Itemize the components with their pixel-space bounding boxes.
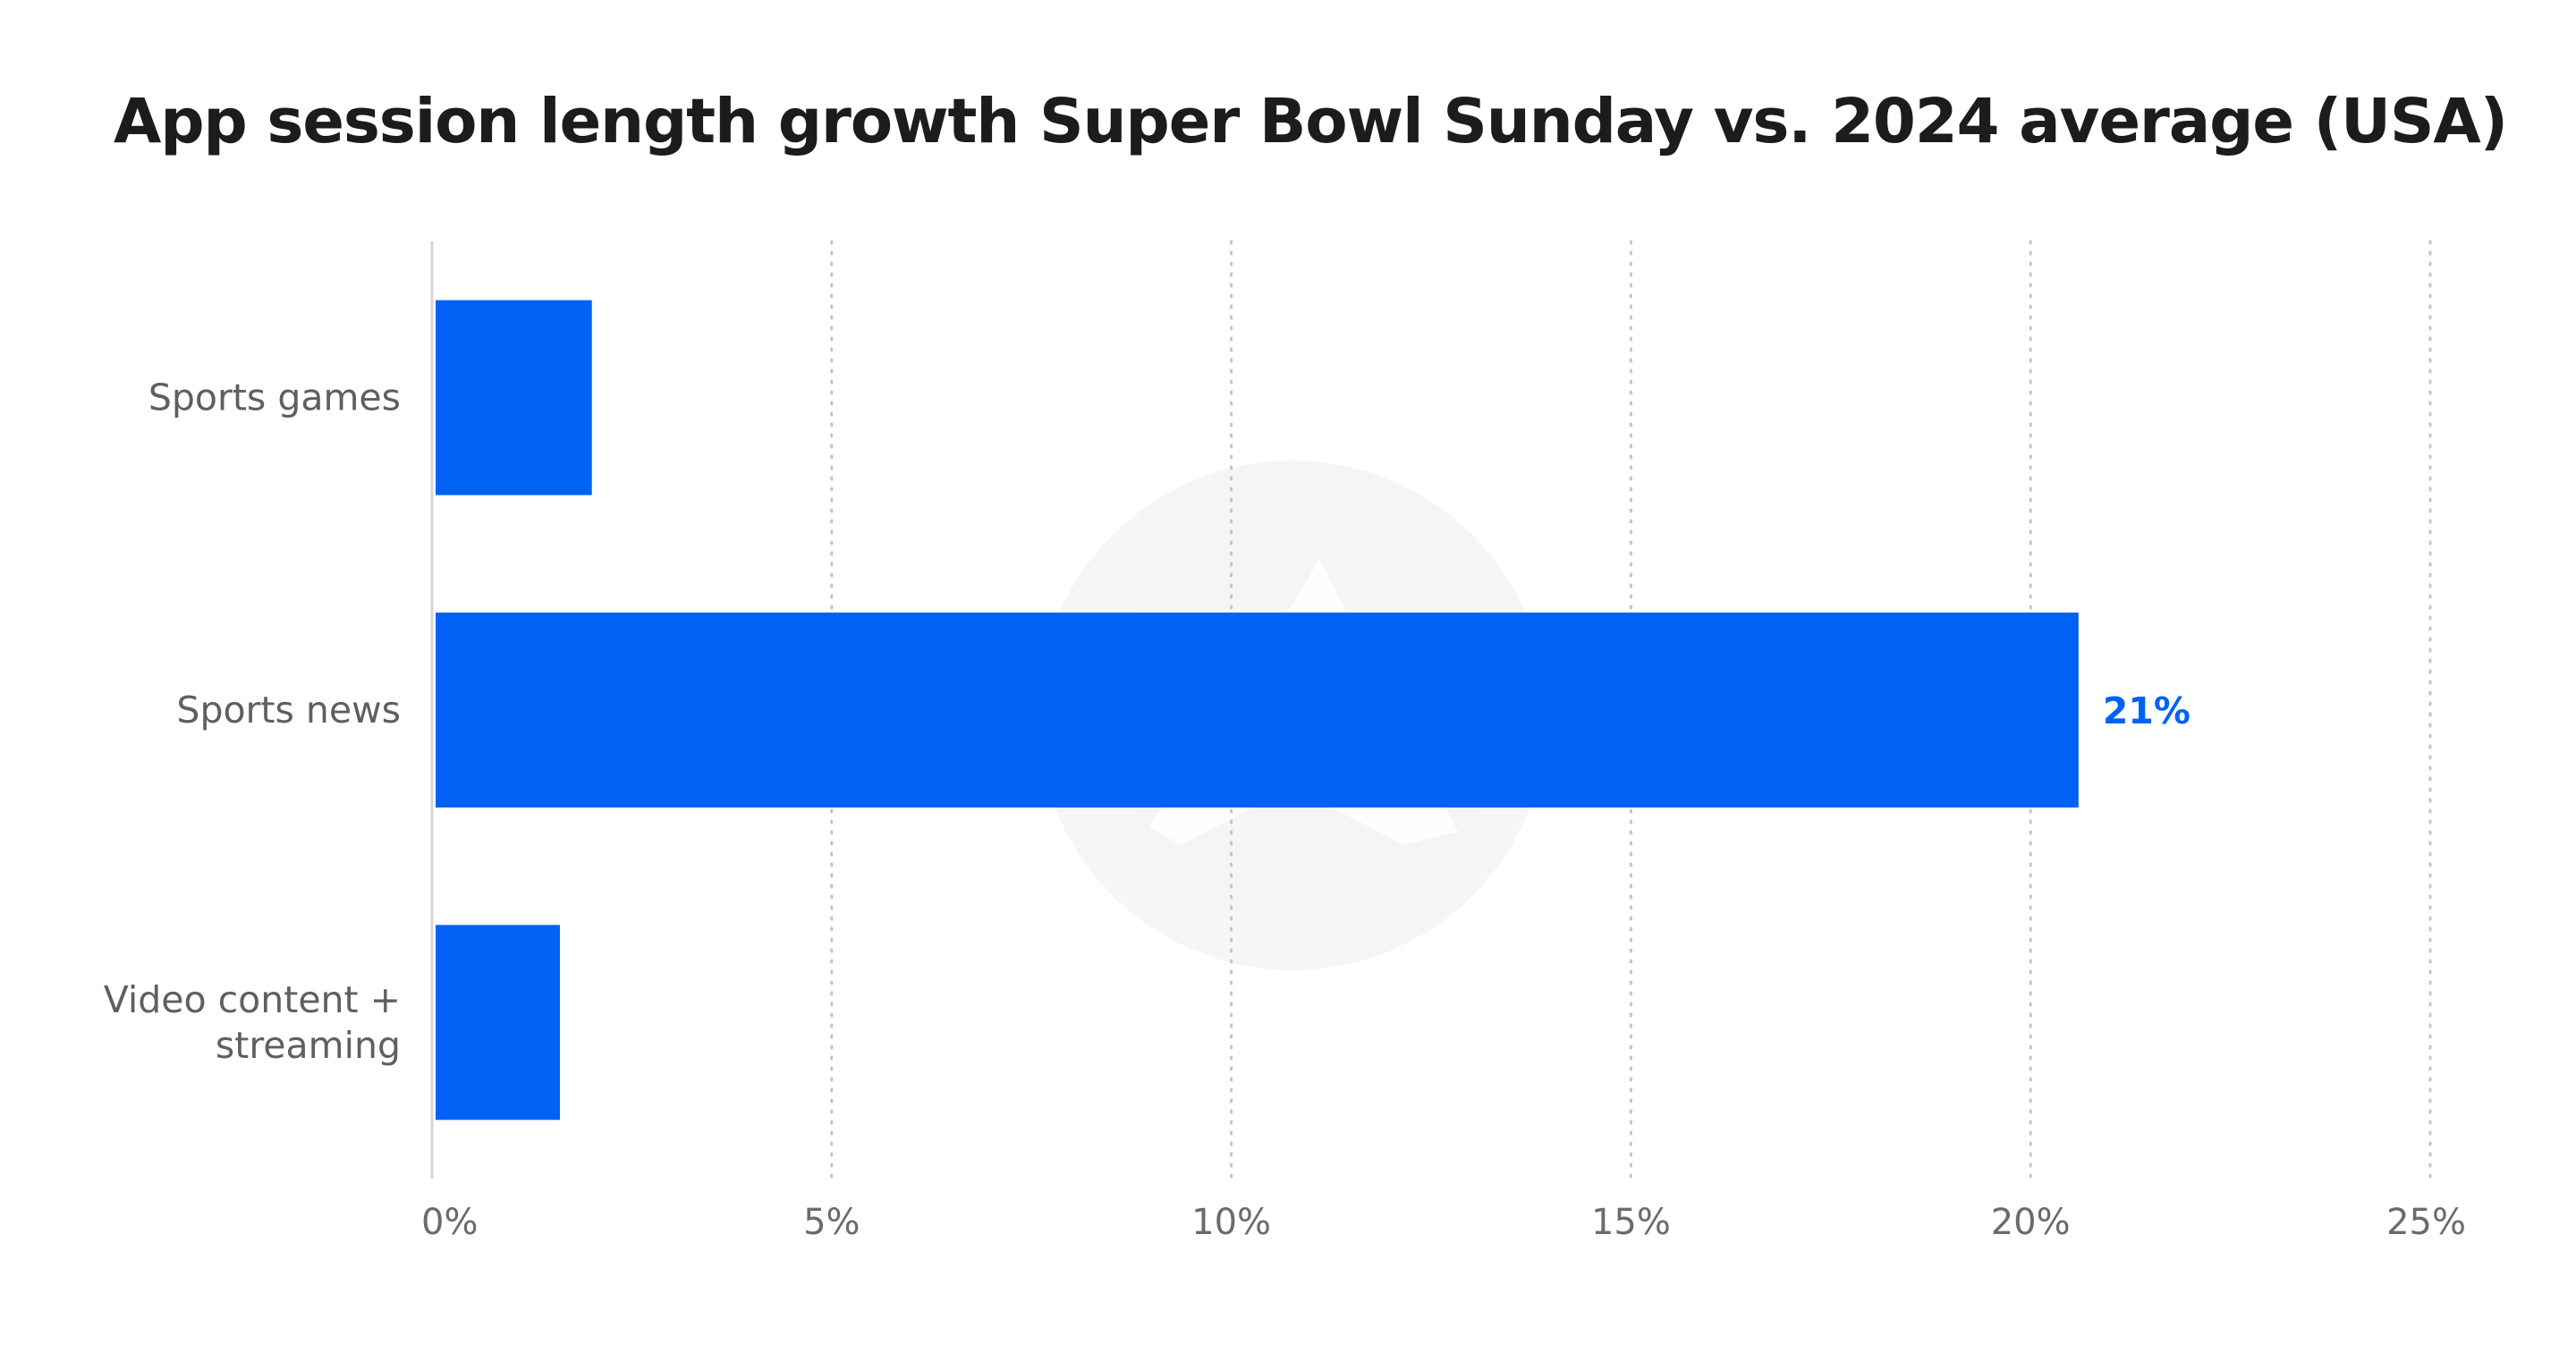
x-tick-label: 5% (803, 1202, 860, 1243)
x-tick-label: 25% (2386, 1202, 2466, 1243)
data-label: 21% (2103, 689, 2190, 732)
bars (436, 300, 2079, 1120)
x-axis-tick-labels: 0% 5% 10% 15% 20% 25% (421, 1202, 2466, 1243)
x-tick-label: 15% (1591, 1202, 1671, 1243)
x-tick-label: 10% (1191, 1202, 1271, 1243)
category-label: Video content + (104, 978, 401, 1021)
category-label: streaming (216, 1024, 401, 1067)
x-tick-label: 20% (1991, 1202, 2071, 1243)
data-labels: 21% (2103, 689, 2190, 732)
bar-0 (436, 300, 592, 495)
x-tick-label: 0% (421, 1202, 478, 1243)
category-label: Sports games (148, 376, 401, 419)
category-labels: Sports games Sports news Video content +st… (104, 376, 401, 1067)
chart-title: App session length growth Super Bowl Sun… (114, 86, 2508, 157)
bar-2 (436, 925, 560, 1120)
bar-1 (436, 613, 2079, 808)
category-label: Sports news (176, 689, 401, 731)
